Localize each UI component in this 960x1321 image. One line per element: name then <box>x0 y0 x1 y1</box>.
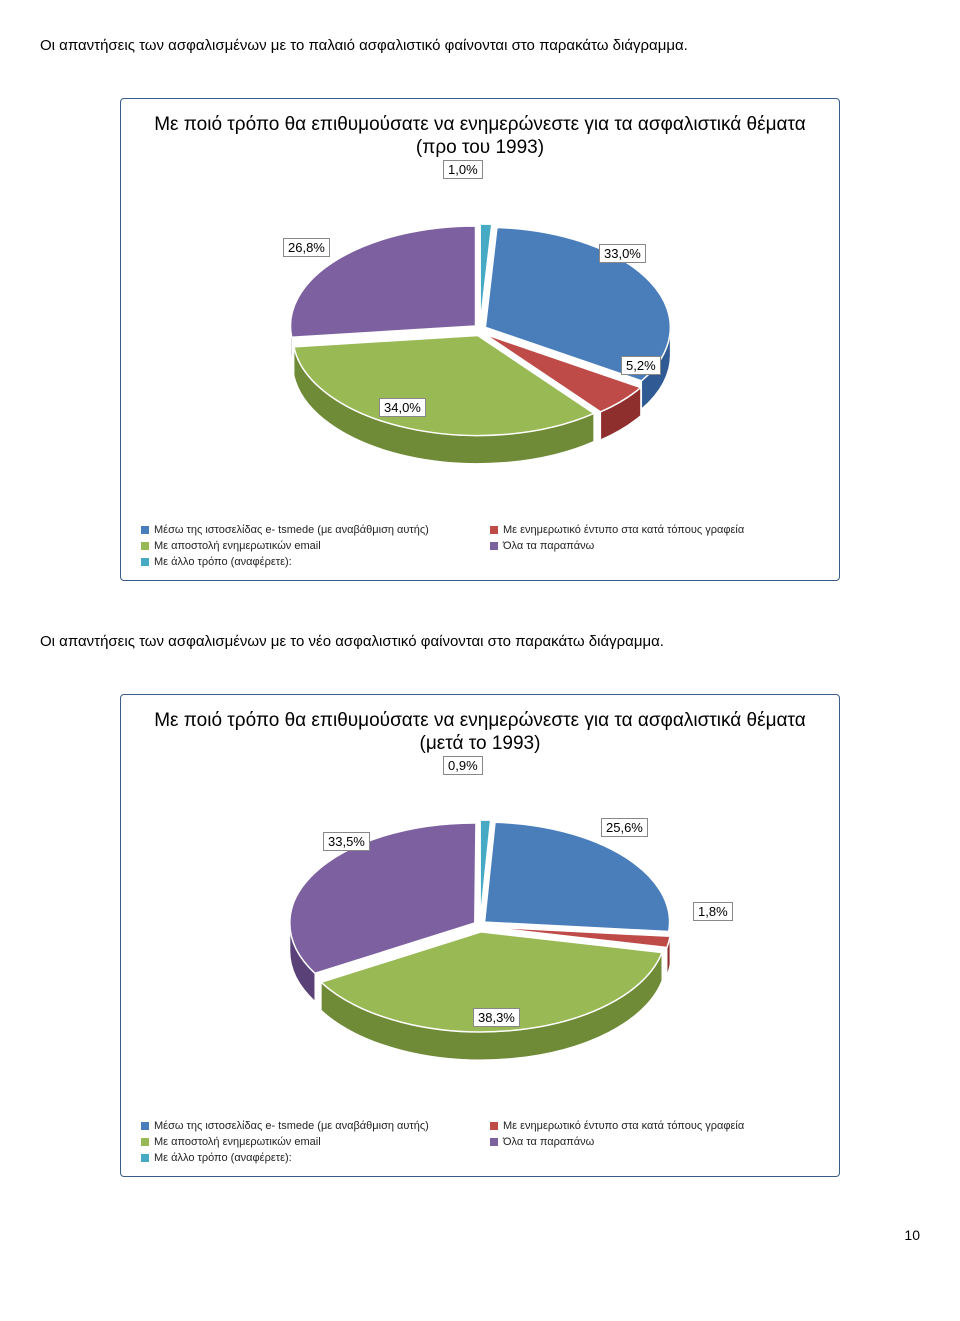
pct-label: 26,8% <box>283 238 330 257</box>
chart-card-1: Με ποιό τρόπο θα επιθυμούσατε να ενημερώ… <box>120 98 840 582</box>
legend-item: Μέσω της ιστοσελίδας e- tsmede (με αναβά… <box>141 524 470 536</box>
page-number: 10 <box>40 1227 920 1243</box>
legend-item: Με άλλο τρόπο (αναφέρετε): <box>141 556 470 568</box>
pct-label: 38,3% <box>473 1008 520 1027</box>
swatch <box>490 526 498 534</box>
swatch <box>490 1138 498 1146</box>
chart-title-2: Με ποιό τρόπο θα επιθυμούσατε να ενημερώ… <box>141 709 819 757</box>
legend-label: Με άλλο τρόπο (αναφέρετε): <box>154 1152 292 1164</box>
swatch <box>490 1122 498 1130</box>
swatch <box>141 1154 149 1162</box>
legend-2: Μέσω της ιστοσελίδας e- tsmede (με αναβά… <box>141 1120 819 1164</box>
swatch <box>141 526 149 534</box>
pct-label: 33,0% <box>599 244 646 263</box>
pct-label: 0,9% <box>443 756 483 775</box>
pct-label: 1,8% <box>693 902 733 921</box>
swatch <box>490 542 498 550</box>
pie-area-2: 0,9% 33,5% 25,6% 1,8% 38,3% <box>141 756 819 1116</box>
pct-label: 33,5% <box>323 832 370 851</box>
legend-item: Με αποστολή ενημερωτικών email <box>141 540 470 552</box>
pct-label: 25,6% <box>601 818 648 837</box>
legend-item: Με άλλο τρόπο (αναφέρετε): <box>141 1152 470 1164</box>
pct-label: 5,2% <box>621 356 661 375</box>
legend-label: Με ενημερωτικό έντυπο στα κατά τόπους γρ… <box>503 1120 744 1132</box>
swatch <box>141 558 149 566</box>
legend-label: Με άλλο τρόπο (αναφέρετε): <box>154 556 292 568</box>
chart-card-2: Με ποιό τρόπο θα επιθυμούσατε να ενημερώ… <box>120 694 840 1178</box>
pct-label: 1,0% <box>443 160 483 179</box>
legend-label: Όλα τα παραπάνω <box>503 540 594 552</box>
legend-item: Με ενημερωτικό έντυπο στα κατά τόπους γρ… <box>490 1120 819 1132</box>
legend-label: Μέσω της ιστοσελίδας e- tsmede (με αναβά… <box>154 1120 429 1132</box>
legend-item: Όλα τα παραπάνω <box>490 540 819 552</box>
legend-label: Με αποστολή ενημερωτικών email <box>154 1136 321 1148</box>
swatch <box>141 542 149 550</box>
pie-area-1: 1,0% 26,8% 33,0% 5,2% 34,0% <box>141 160 819 520</box>
legend-label: Όλα τα παραπάνω <box>503 1136 594 1148</box>
legend-label: Με αποστολή ενημερωτικών email <box>154 540 321 552</box>
legend-label: Με ενημερωτικό έντυπο στα κατά τόπους γρ… <box>503 524 744 536</box>
legend-item: Με αποστολή ενημερωτικών email <box>141 1136 470 1148</box>
legend-item: Με ενημερωτικό έντυπο στα κατά τόπους γρ… <box>490 524 819 536</box>
swatch <box>141 1122 149 1130</box>
intro-text-1: Οι απαντήσεις των ασφαλισμένων με το παλ… <box>40 35 920 58</box>
intro-text-2: Οι απαντήσεις των ασφαλισμένων με το νέο… <box>40 631 920 654</box>
pie-chart-2 <box>160 756 800 1086</box>
legend-item: Μέσω της ιστοσελίδας e- tsmede (με αναβά… <box>141 1120 470 1132</box>
swatch <box>141 1138 149 1146</box>
legend-label: Μέσω της ιστοσελίδας e- tsmede (με αναβά… <box>154 524 429 536</box>
legend-1: Μέσω της ιστοσελίδας e- tsmede (με αναβά… <box>141 524 819 568</box>
pct-label: 34,0% <box>379 398 426 417</box>
pie-chart-1 <box>160 160 800 490</box>
legend-item: Όλα τα παραπάνω <box>490 1136 819 1148</box>
chart-title-1: Με ποιό τρόπο θα επιθυμούσατε να ενημερώ… <box>141 113 819 161</box>
